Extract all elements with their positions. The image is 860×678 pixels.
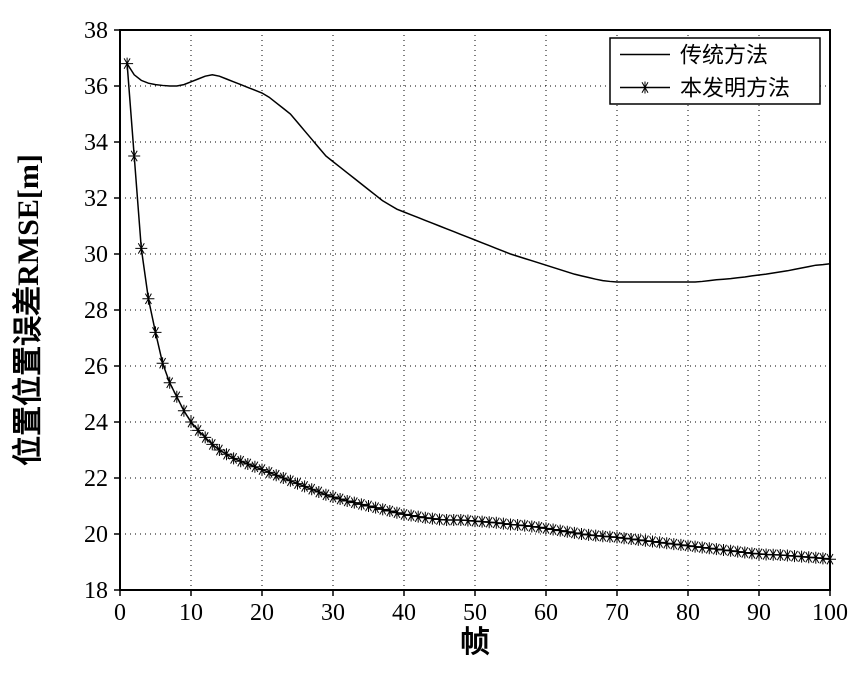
ytick-label: 34	[84, 130, 108, 156]
ylabel: 位置位置误差RMSE[m]	[11, 154, 45, 466]
xtick-label: 60	[534, 600, 558, 626]
xlabel: 帧	[460, 626, 490, 659]
ytick-label: 36	[84, 74, 108, 100]
ytick-label: 30	[84, 242, 108, 268]
ytick-label: 18	[84, 578, 108, 604]
xtick-label: 80	[676, 600, 700, 626]
legend-label: 传统方法	[680, 43, 768, 68]
xtick-label: 30	[321, 600, 345, 626]
xtick-label: 50	[463, 600, 487, 626]
xtick-label: 0	[114, 600, 126, 626]
ytick-label: 20	[84, 522, 108, 548]
ytick-label: 26	[84, 354, 108, 380]
xtick-label: 10	[179, 600, 203, 626]
xtick-label: 20	[250, 600, 274, 626]
xtick-label: 40	[392, 600, 416, 626]
xtick-label: 90	[747, 600, 771, 626]
ytick-label: 22	[84, 466, 108, 492]
chart-container: 0 10 20 30 40 50 60 70 80 90 100 18 20 22 24 26 28 30 32 34…	[0, 0, 860, 678]
legend-label: 本发明方法	[680, 76, 790, 101]
ytick-label: 32	[84, 186, 108, 212]
ytick-label: 24	[84, 410, 108, 436]
ytick-label: 38	[84, 18, 108, 44]
xtick-label: 70	[605, 600, 629, 626]
xtick-label: 100	[812, 600, 848, 626]
ytick-label: 28	[84, 298, 108, 324]
rmse-line-chart: 0 10 20 30 40 50 60 70 80 90 100 18 20 22 24 26 28 30 32 34…	[0, 0, 860, 678]
